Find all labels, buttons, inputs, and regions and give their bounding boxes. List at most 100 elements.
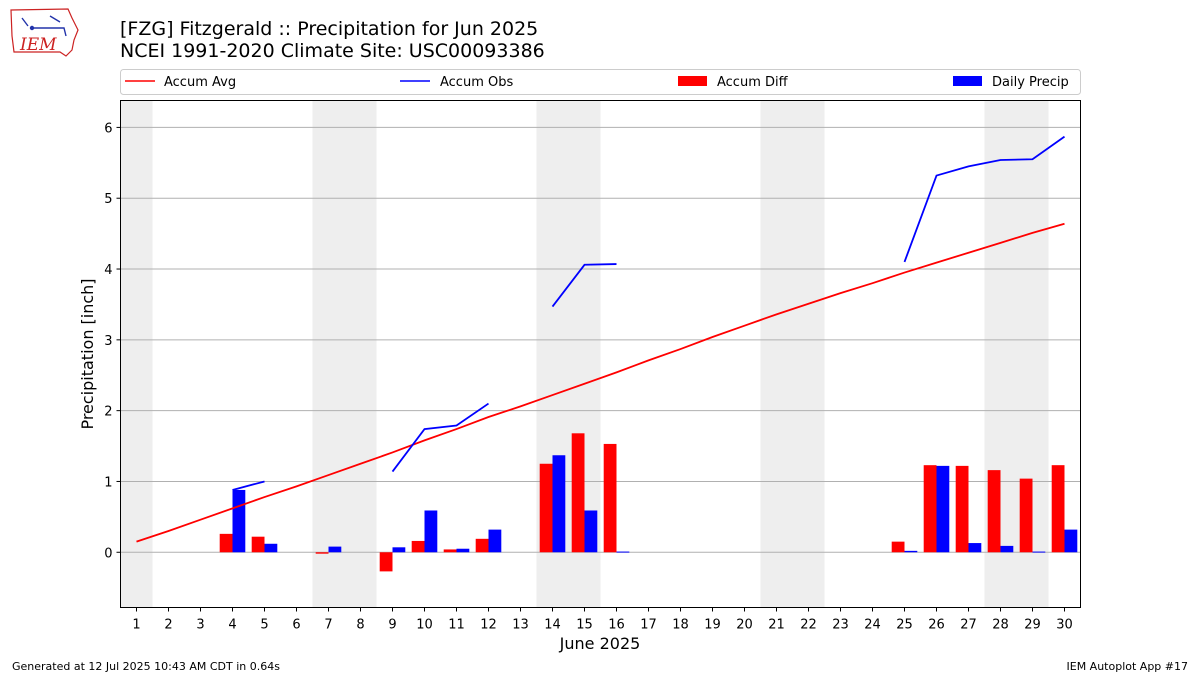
daily-precip-bar-4 <box>232 489 246 553</box>
x-tick-label-20: 20 <box>736 618 753 633</box>
accum-obs-line-3 <box>551 263 617 308</box>
accum-obs-line-1 <box>232 480 265 491</box>
x-tick-label-17: 17 <box>640 618 657 633</box>
x-tick-label-1: 1 <box>132 618 140 633</box>
x-axis-ticks: 1 2 3 4 5 6 7 8 9 10 11 12 13 14 15 16 17 18 19 20 21 22 23 24 2… <box>132 607 1073 633</box>
accum-diff-bar-5 <box>251 536 265 553</box>
accum-diff-bar-25 <box>891 541 905 553</box>
x-tick-label-4: 4 <box>228 618 236 633</box>
y-tick-label-6: 6 <box>104 121 112 136</box>
x-tick-label-3: 3 <box>196 618 204 633</box>
plot-frame <box>120 100 1081 608</box>
legend-label-accum-avg: Accum Avg <box>164 75 236 90</box>
legend-swatch-daily-precip <box>953 76 982 86</box>
accum-diff-bar-16 <box>603 443 617 553</box>
x-tick-label-21: 21 <box>768 618 785 633</box>
accum-obs-line-4 <box>903 135 1066 263</box>
daily-precip-bar-10 <box>424 510 438 553</box>
accum-diff-bar-4 <box>219 533 233 553</box>
accum-diff-bar-12 <box>475 538 489 553</box>
x-tick-label-15: 15 <box>576 618 593 633</box>
legend-swatch-accum-diff <box>678 76 707 86</box>
x-tick-label-2: 2 <box>164 618 172 633</box>
weekend-band-22 <box>792 100 825 608</box>
iem-logo: IEM <box>8 6 80 58</box>
y-tick-label-1: 1 <box>104 475 112 490</box>
legend: Accum Avg Accum Obs Accum Diff Daily Pre… <box>120 69 1081 95</box>
daily-precip-bar-9 <box>392 547 406 553</box>
y-axis-label: Precipitation [inch] <box>78 278 97 429</box>
accum-diff-bar-27 <box>955 465 969 553</box>
x-tick-label-12: 12 <box>480 618 497 633</box>
daily-precip-bar-7 <box>328 546 342 553</box>
weekend-band-7 <box>312 100 345 608</box>
x-tick-label-25: 25 <box>896 618 913 633</box>
legend-frame <box>120 69 1081 95</box>
x-tick-label-26: 26 <box>928 618 945 633</box>
accum-diff-bar-11 <box>443 549 457 553</box>
accum-diff-bar-10 <box>411 540 425 553</box>
daily-precip-bar-16 <box>616 551 630 553</box>
x-tick-label-23: 23 <box>832 618 849 633</box>
accum-obs-line-2 <box>391 402 490 473</box>
weekend-band-8 <box>344 100 377 608</box>
y-tick-label-0: 0 <box>104 546 112 561</box>
accum-diff-bar-9 <box>379 552 393 572</box>
legend-label-accum-diff: Accum Diff <box>717 75 789 90</box>
y-axis-ticks: 0 1 2 3 4 5 6 <box>104 121 121 561</box>
legend-label-accum-obs: Accum Obs <box>440 75 513 90</box>
x-tick-label-22: 22 <box>800 618 817 633</box>
x-tick-label-5: 5 <box>260 618 268 633</box>
daily-precip-bar-27 <box>968 543 982 553</box>
daily-precip-bar-5 <box>264 543 278 553</box>
bars <box>219 433 1078 572</box>
accum-diff-bar-14 <box>539 463 553 553</box>
x-tick-label-16: 16 <box>608 618 625 633</box>
x-tick-label-10: 10 <box>416 618 433 633</box>
chart-title: [FZG] Fitzgerald :: Precipitation for Ju… <box>120 18 539 40</box>
daily-precip-bar-11 <box>456 548 470 553</box>
daily-precip-bar-14 <box>552 455 566 553</box>
accum-avg-line <box>136 222 1065 543</box>
accum-diff-bar-15 <box>571 433 585 553</box>
x-tick-label-30: 30 <box>1056 618 1073 633</box>
app-footer: IEM Autoplot App #17 <box>1066 660 1189 673</box>
x-tick-label-19: 19 <box>704 618 721 633</box>
x-tick-label-27: 27 <box>960 618 977 633</box>
x-tick-label-9: 9 <box>388 618 396 633</box>
x-axis-label: June 2025 <box>559 634 641 653</box>
weekend-band-1 <box>120 100 153 608</box>
grid-lines <box>120 126 1081 553</box>
y-tick-label-3: 3 <box>104 334 112 349</box>
daily-precip-bar-25 <box>904 550 918 553</box>
x-tick-label-7: 7 <box>324 618 332 633</box>
chart-subtitle: NCEI 1991-2020 Climate Site: USC00093386 <box>120 40 545 62</box>
accum-diff-bar-28 <box>987 470 1001 553</box>
accum-diff-bar-7 <box>315 552 329 554</box>
x-tick-label-8: 8 <box>356 618 364 633</box>
x-tick-label-11: 11 <box>448 618 465 633</box>
accum-diff-bar-30 <box>1051 465 1065 553</box>
x-tick-label-28: 28 <box>992 618 1009 633</box>
daily-precip-bar-26 <box>936 465 950 553</box>
x-tick-label-13: 13 <box>512 618 529 633</box>
weekend-band-21 <box>760 100 793 608</box>
accum-diff-bar-29 <box>1019 478 1033 553</box>
daily-precip-bar-15 <box>584 510 598 553</box>
legend-label-daily-precip: Daily Precip <box>992 75 1069 90</box>
x-tick-label-24: 24 <box>864 618 881 633</box>
accum-diff-bar-26 <box>923 465 937 553</box>
daily-precip-bar-12 <box>488 529 502 553</box>
lines <box>136 135 1066 543</box>
x-tick-label-18: 18 <box>672 618 689 633</box>
y-tick-label-4: 4 <box>104 263 112 278</box>
daily-precip-bar-28 <box>1000 545 1014 553</box>
x-tick-label-6: 6 <box>292 618 300 633</box>
logo-text: IEM <box>19 35 57 55</box>
y-tick-label-5: 5 <box>104 192 112 207</box>
daily-precip-bar-29 <box>1032 551 1046 553</box>
daily-precip-bar-30 <box>1064 529 1078 553</box>
y-tick-label-2: 2 <box>104 405 112 420</box>
generated-footer: Generated at 12 Jul 2025 10:43 AM CDT in… <box>12 660 280 673</box>
